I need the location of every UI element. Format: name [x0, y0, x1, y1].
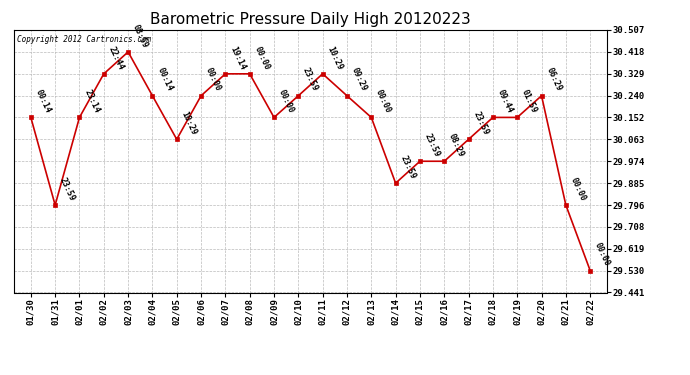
Text: 06:29: 06:29 — [544, 66, 563, 93]
Text: 23:59: 23:59 — [58, 176, 77, 202]
Text: 22:44: 22:44 — [106, 45, 126, 71]
Text: 10:29: 10:29 — [326, 45, 344, 71]
Text: 23:59: 23:59 — [398, 154, 417, 180]
Text: 23:59: 23:59 — [423, 132, 442, 159]
Text: 01:59: 01:59 — [520, 88, 539, 115]
Text: 23:59: 23:59 — [301, 66, 320, 93]
Title: Barometric Pressure Daily High 20120223: Barometric Pressure Daily High 20120223 — [150, 12, 471, 27]
Text: 23:14: 23:14 — [82, 88, 101, 115]
Text: 00:00: 00:00 — [204, 66, 223, 93]
Text: 08:29: 08:29 — [447, 132, 466, 159]
Text: 09:29: 09:29 — [350, 66, 368, 93]
Text: 23:59: 23:59 — [471, 110, 490, 136]
Text: 00:00: 00:00 — [593, 242, 611, 268]
Text: 00:14: 00:14 — [34, 88, 52, 115]
Text: 08:59: 08:59 — [131, 22, 150, 49]
Text: 00:00: 00:00 — [374, 88, 393, 115]
Text: Copyright 2012 Cartronics.com: Copyright 2012 Cartronics.com — [17, 35, 151, 44]
Text: 00:14: 00:14 — [155, 66, 174, 93]
Text: 00:00: 00:00 — [253, 45, 271, 71]
Text: 19:14: 19:14 — [228, 45, 247, 71]
Text: 00:00: 00:00 — [569, 176, 587, 202]
Text: 09:44: 09:44 — [495, 88, 515, 115]
Text: 10:29: 10:29 — [179, 110, 198, 136]
Text: 00:00: 00:00 — [277, 88, 295, 115]
